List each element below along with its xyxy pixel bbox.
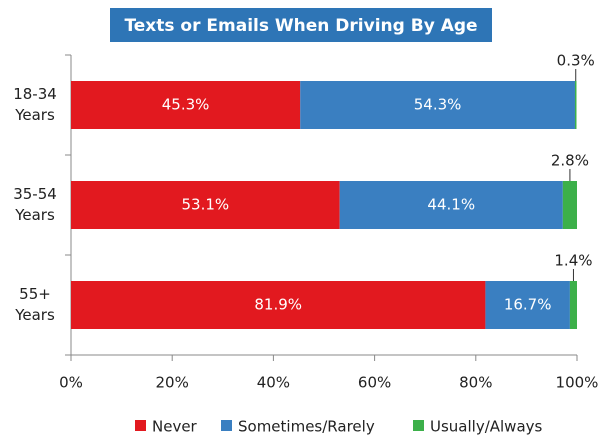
value-label: 53.1% <box>182 196 230 214</box>
value-label: 45.3% <box>162 96 210 114</box>
value-label: 2.8% <box>551 152 589 170</box>
x-tick-label: 100% <box>556 374 599 392</box>
value-label: 54.3% <box>414 96 462 114</box>
bar-segment <box>300 81 575 129</box>
bar-segment <box>339 181 563 229</box>
category-label: 35-54 Years <box>13 185 57 224</box>
value-label: 81.9% <box>254 296 302 314</box>
bar-segment <box>569 281 577 329</box>
bar-segment <box>485 281 570 329</box>
legend-swatch <box>135 420 146 431</box>
bar-segment <box>574 81 577 129</box>
category-label: 18-34 Years <box>13 85 57 124</box>
value-label: 44.1% <box>427 196 475 214</box>
legend-label: Sometimes/Rarely <box>238 418 375 436</box>
chart-title: Texts or Emails When Driving By Age <box>124 16 477 36</box>
legend-label: Never <box>152 418 198 436</box>
x-tick-label: 40% <box>257 374 290 392</box>
value-label: 16.7% <box>504 296 552 314</box>
bar-segment <box>71 181 340 229</box>
legend-swatch <box>413 420 424 431</box>
category-label: 55+ Years <box>15 285 55 324</box>
bar-segment <box>71 81 301 129</box>
bar-segment <box>71 281 486 329</box>
x-tick-label: 80% <box>459 374 492 392</box>
value-label: 0.3% <box>557 52 595 70</box>
x-tick-label: 20% <box>156 374 189 392</box>
title-box <box>110 8 492 42</box>
x-tick-label: 0% <box>59 374 83 392</box>
x-tick-label: 60% <box>358 374 391 392</box>
legend-swatch <box>221 420 232 431</box>
value-label: 1.4% <box>554 252 592 270</box>
bar-segment <box>562 181 577 229</box>
legend-label: Usually/Always <box>430 418 543 436</box>
